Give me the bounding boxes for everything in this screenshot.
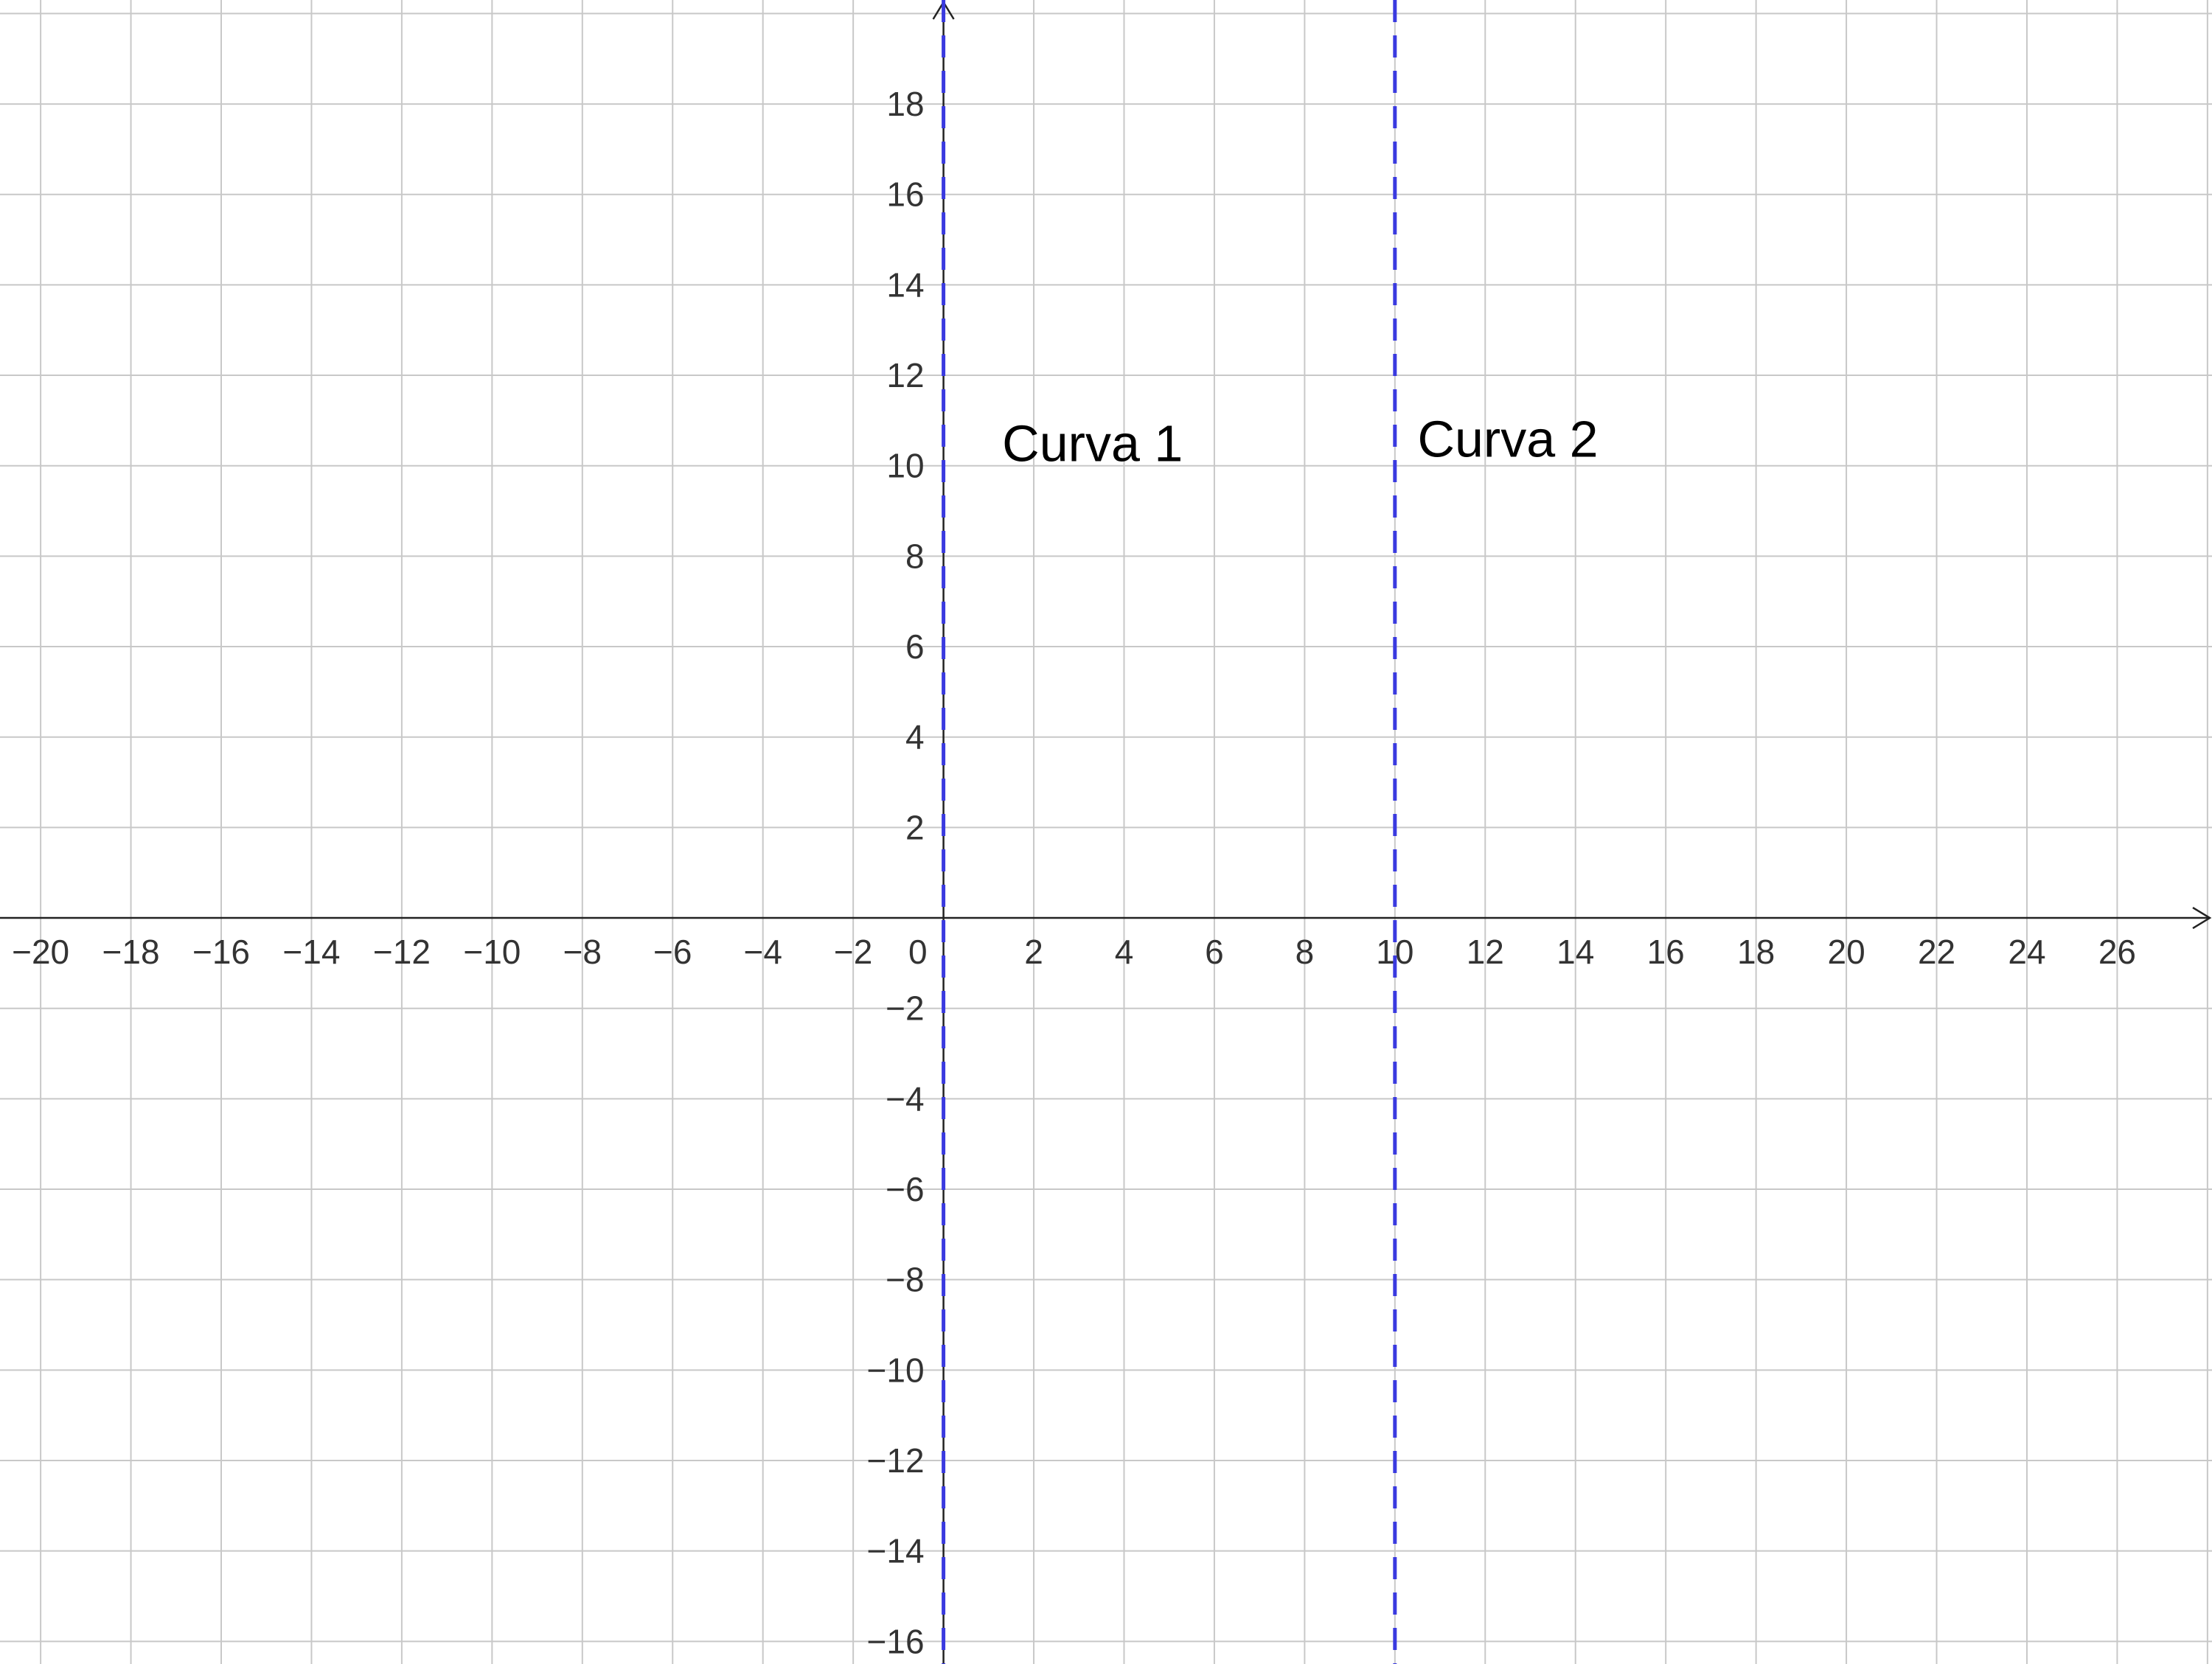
y-tick-label: 8 bbox=[905, 537, 925, 575]
x-tick-label: 20 bbox=[1827, 933, 1865, 971]
x-tick-label: −2 bbox=[834, 933, 872, 971]
y-tick-label: 2 bbox=[905, 808, 925, 846]
x-tick-label: −18 bbox=[102, 933, 160, 971]
y-tick-label: 12 bbox=[886, 356, 924, 394]
y-tick-label: −8 bbox=[886, 1261, 924, 1299]
curve-labels: Curva 1 Curva 2 bbox=[1002, 410, 1598, 472]
y-tick-label: −16 bbox=[867, 1622, 925, 1660]
y-tick-label: 4 bbox=[905, 718, 925, 756]
x-tick-label: −6 bbox=[653, 933, 692, 971]
x-tick-label: 12 bbox=[1467, 933, 1504, 971]
x-tick-label: 22 bbox=[1918, 933, 1955, 971]
y-tick-label: −12 bbox=[867, 1441, 925, 1480]
x-tick-label: −4 bbox=[743, 933, 782, 971]
y-tick-label: −6 bbox=[886, 1170, 924, 1208]
x-tick-label: −12 bbox=[373, 933, 431, 971]
x-tick-label: 2 bbox=[1024, 933, 1043, 971]
x-tick-label: 6 bbox=[1205, 933, 1224, 971]
x-tick-label: −14 bbox=[282, 933, 340, 971]
x-tick-label: 24 bbox=[2008, 933, 2045, 971]
x-tick-label: 4 bbox=[1115, 933, 1134, 971]
x-tick-label: 0 bbox=[908, 933, 928, 971]
curve-label-2: Curva 2 bbox=[1417, 410, 1598, 467]
x-axis-arrow bbox=[2192, 906, 2212, 930]
curves bbox=[942, 0, 1397, 1664]
y-tick-label: 6 bbox=[905, 627, 925, 666]
y-tick-label: 18 bbox=[886, 85, 924, 123]
x-tick-label: −20 bbox=[12, 933, 69, 971]
y-tick-label: −14 bbox=[867, 1532, 925, 1570]
curve-label-1: Curva 1 bbox=[1002, 415, 1183, 473]
x-tick-label: −16 bbox=[192, 933, 250, 971]
x-tick-label: 18 bbox=[1737, 933, 1775, 971]
x-tick-label: −8 bbox=[563, 933, 602, 971]
x-tick-label: 26 bbox=[2098, 933, 2136, 971]
x-tick-label: 8 bbox=[1295, 933, 1315, 971]
y-tick-label: −2 bbox=[886, 989, 924, 1028]
x-tick-label: 14 bbox=[1557, 933, 1594, 971]
y-tick-label: −4 bbox=[886, 1079, 924, 1118]
x-tick-label: −10 bbox=[463, 933, 521, 971]
x-tick-label: 16 bbox=[1647, 933, 1685, 971]
y-tick-label: −10 bbox=[867, 1351, 925, 1389]
y-tick-label: 14 bbox=[886, 265, 924, 304]
tick-labels: −20 −18 −16 −14 −12 −10 −8 −6 −4 −2 0 2 4 6 8 10 12 14 16 1… bbox=[12, 85, 2136, 1660]
y-tick-label: 16 bbox=[886, 175, 924, 214]
y-tick-label: 10 bbox=[886, 447, 924, 485]
